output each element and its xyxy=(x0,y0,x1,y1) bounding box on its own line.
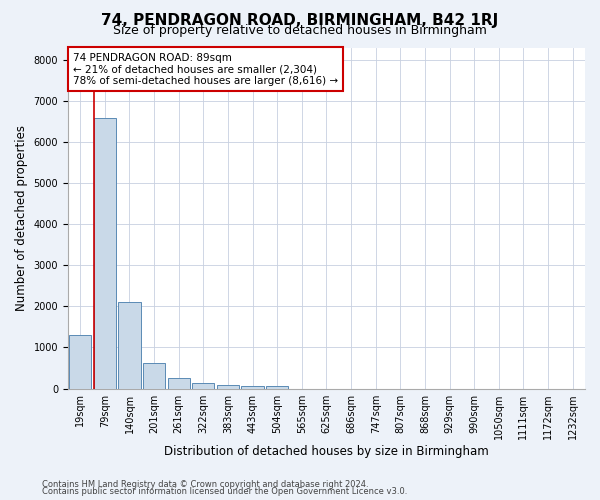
Text: Contains public sector information licensed under the Open Government Licence v3: Contains public sector information licen… xyxy=(42,487,407,496)
Bar xyxy=(69,335,91,388)
Bar xyxy=(266,386,288,388)
Bar xyxy=(118,302,140,388)
Text: 74, PENDRAGON ROAD, BIRMINGHAM, B42 1RJ: 74, PENDRAGON ROAD, BIRMINGHAM, B42 1RJ xyxy=(101,12,499,28)
Text: 74 PENDRAGON ROAD: 89sqm
← 21% of detached houses are smaller (2,304)
78% of sem: 74 PENDRAGON ROAD: 89sqm ← 21% of detach… xyxy=(73,52,338,86)
Y-axis label: Number of detached properties: Number of detached properties xyxy=(15,125,28,311)
Bar xyxy=(192,383,214,388)
Bar xyxy=(143,362,165,388)
Bar xyxy=(217,385,239,388)
Bar xyxy=(241,386,263,388)
X-axis label: Distribution of detached houses by size in Birmingham: Distribution of detached houses by size … xyxy=(164,444,489,458)
Text: Contains HM Land Registry data © Crown copyright and database right 2024.: Contains HM Land Registry data © Crown c… xyxy=(42,480,368,489)
Bar xyxy=(167,378,190,388)
Text: Size of property relative to detached houses in Birmingham: Size of property relative to detached ho… xyxy=(113,24,487,37)
Bar xyxy=(94,118,116,388)
